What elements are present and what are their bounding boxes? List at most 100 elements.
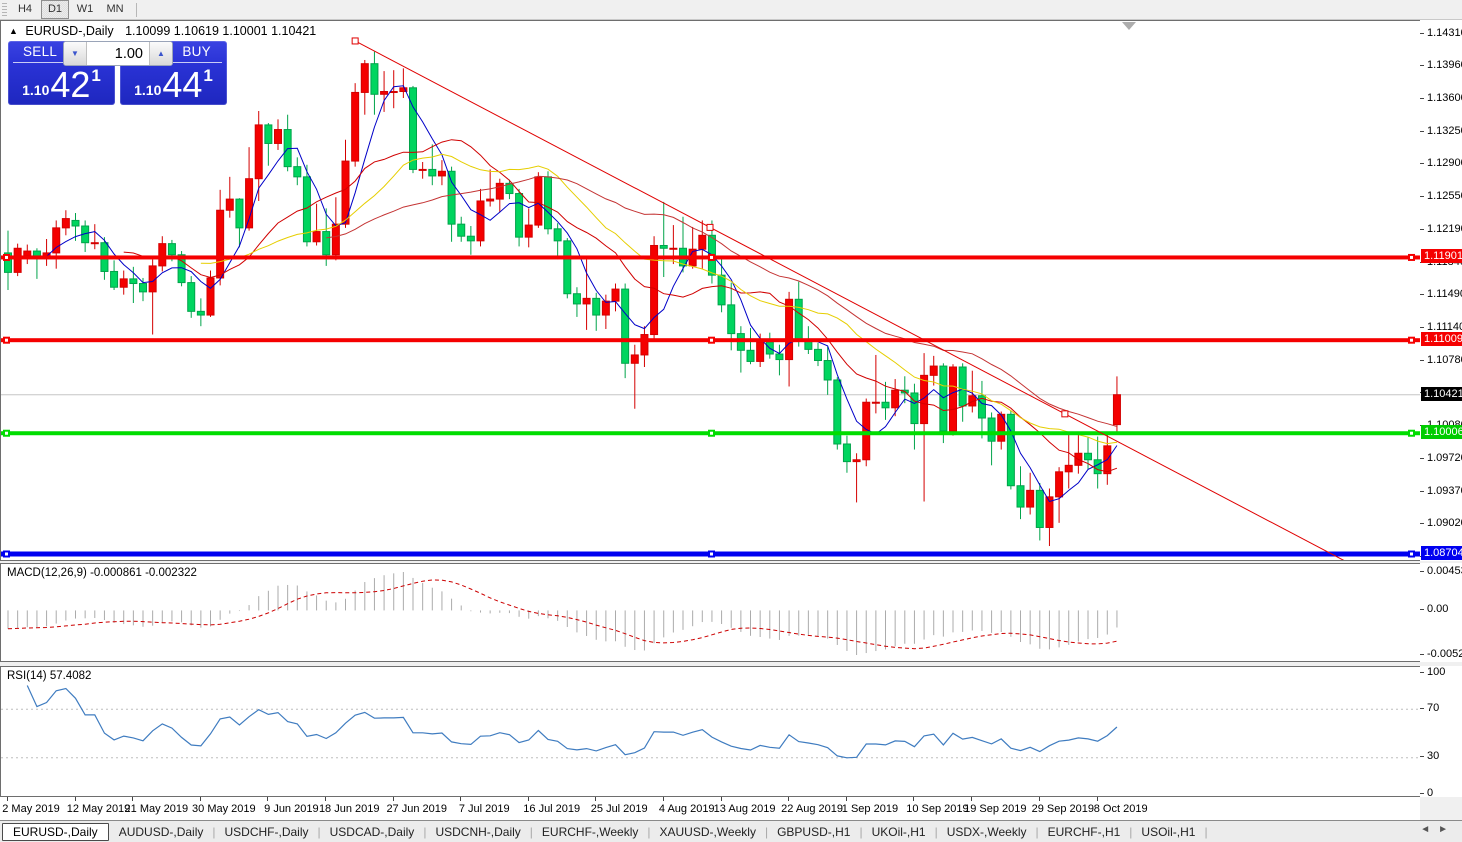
rsi-chart[interactable] <box>1 667 1420 796</box>
timeframe-button-d1[interactable]: D1 <box>41 0 69 19</box>
rsi-value: 57.4082 <box>49 670 92 682</box>
tab-separator: | <box>1035 825 1039 839</box>
price-chart-panel[interactable] <box>0 20 1421 561</box>
date-axis-label: 9 Jun 2019 <box>264 803 319 815</box>
date-tick <box>788 797 790 801</box>
chart-tab-usdchf-daily[interactable]: USDCHF-,Daily <box>224 825 309 839</box>
volume-input[interactable] <box>87 42 149 65</box>
price-axis-label-tick <box>1420 458 1424 460</box>
chart-tab-eurusd-daily[interactable]: EURUSD-,Daily <box>2 823 109 841</box>
macd-axis: 0.004536 0.00 -0.005205 <box>1420 563 1462 662</box>
timeframe-button-mn[interactable]: MN <box>106 3 124 15</box>
rsi-axis-0-tick <box>1420 792 1424 794</box>
chart-tab-usoil-h1[interactable]: USOil-,H1 <box>1141 825 1196 839</box>
rsi-axis-100-tick <box>1420 671 1424 673</box>
volume-decrease-button[interactable]: ▼ <box>64 42 87 65</box>
candlestick-chart[interactable] <box>1 21 1420 560</box>
tab-separator: | <box>1204 825 1208 839</box>
chart-tab-gbpusd-h1[interactable]: GBPUSD-,H1 <box>777 825 851 839</box>
rsi-axis-30: 30 <box>1427 750 1440 763</box>
price-axis-label: 1.12550 <box>1427 189 1462 202</box>
date-tick <box>845 797 847 801</box>
date-tick <box>7 797 8 801</box>
price-axis[interactable]: 1.14310 1.13960 1.13600 1.13250 1.12900 1.125… <box>1420 20 1462 562</box>
sell-price[interactable]: 1.10 42 1 <box>8 62 115 104</box>
tab-scroll-arrows[interactable]: ◄► <box>1420 824 1456 835</box>
price-axis-label: 1.13600 <box>1427 92 1462 105</box>
chart-tab-xauusd-weekly[interactable]: XAUUSD-,Weekly <box>659 825 756 839</box>
timeframe-button-w1[interactable]: W1 <box>76 3 94 15</box>
chart-tab-eurchf-weekly[interactable]: EURCHF-,Weekly <box>541 825 639 839</box>
price-axis-label: 1.11140 <box>1427 320 1462 333</box>
sell-button[interactable]: SELL <box>23 44 58 59</box>
macd-axis-zero: 0.00 <box>1427 602 1449 615</box>
price-badge-1.08704: 1.08704 <box>1421 546 1462 560</box>
macd-axis-min: -0.005205 <box>1427 647 1462 660</box>
chart-tab-ukoil-h1[interactable]: UKOil-,H1 <box>871 825 926 839</box>
buy-button[interactable]: BUY <box>182 44 211 59</box>
rsi-axis-70: 70 <box>1427 701 1440 714</box>
price-axis-label: 1.10780 <box>1427 353 1462 366</box>
date-axis-label: 1 Sep 2019 <box>841 803 899 815</box>
date-axis-label: 8 Oct 2019 <box>1093 803 1148 815</box>
volume-control: ▼ ▲ <box>63 41 173 66</box>
price-badge-1.10006: 1.10006 <box>1421 425 1462 440</box>
date-tick <box>132 797 134 801</box>
price-axis-label: 1.11490 <box>1427 288 1462 301</box>
macd-axis-zero-tick <box>1420 608 1424 610</box>
price-axis-label-tick <box>1420 229 1424 231</box>
chart-tab-audusd-daily[interactable]: AUDUSD-,Daily <box>118 825 204 839</box>
volume-increase-button[interactable]: ▲ <box>149 42 172 65</box>
price-axis-label: 1.13250 <box>1427 124 1462 137</box>
tab-separator: | <box>423 825 427 839</box>
date-tick <box>74 797 76 801</box>
tabs-host: EURUSD-,Daily AUDUSD-,Daily | USDCHF-,Daily… <box>0 823 1209 841</box>
date-axis-label: 27 Jun 2019 <box>386 803 447 815</box>
timeframe-toolbar: H4 D1 W1 MN <box>0 0 1462 20</box>
chart-tab-eurchf-h1[interactable]: EURCHF-,H1 <box>1047 825 1121 839</box>
macd-chart[interactable] <box>1 564 1420 661</box>
date-tick <box>595 797 597 801</box>
date-axis-label: 30 May 2019 <box>192 803 256 815</box>
date-tick <box>199 797 201 801</box>
tab-scroll-left-icon: ◄ <box>1420 824 1439 835</box>
rsi-label: RSI(14) 57.4082 <box>7 670 92 682</box>
date-axis-label: 16 Jul 2019 <box>523 803 581 815</box>
toolbar-grip-icon <box>2 3 7 16</box>
tab-separator: | <box>1129 825 1133 839</box>
chart-tab-usdcad-daily[interactable]: USDCAD-,Daily <box>329 825 415 839</box>
date-axis-label: 25 Jul 2019 <box>590 803 648 815</box>
date-axis-label: 7 Jul 2019 <box>458 803 510 815</box>
date-tick <box>720 797 722 801</box>
date-tick <box>913 797 915 801</box>
price-axis-label: 1.12900 <box>1427 157 1462 170</box>
macd-axis-max: 0.004536 <box>1427 564 1462 577</box>
date-axis-label: 10 Sep 2019 <box>906 803 969 815</box>
timeframe-button-h4[interactable]: H4 <box>17 3 33 15</box>
rsi-axis-70-tick <box>1420 707 1424 709</box>
price-axis-label: 1.09020 <box>1427 517 1462 530</box>
chart-tab-usdcnh-daily[interactable]: USDCNH-,Daily <box>435 825 521 839</box>
chart-symbol-label: EURUSD-,Daily <box>25 24 114 38</box>
rsi-axis: 100 70 30 0 <box>1420 665 1462 799</box>
price-axis-label-tick <box>1420 523 1424 525</box>
date-axis-label: 22 Aug 2019 <box>781 803 843 815</box>
price-axis-label-tick <box>1420 326 1424 328</box>
rsi-panel[interactable]: RSI(14) 57.4082 <box>0 666 1421 797</box>
date-axis[interactable]: 2 May 2019 12 May 2019 21 May 2019 30 May 2… <box>0 797 1420 820</box>
date-tick <box>460 797 462 801</box>
date-tick <box>392 797 394 801</box>
tab-separator: | <box>212 825 216 839</box>
buy-price[interactable]: 1.10 44 1 <box>120 62 227 104</box>
chart-tab-usdx-weekly[interactable]: USDX-,Weekly <box>946 825 1027 839</box>
rsi-axis-0: 0 <box>1427 786 1434 799</box>
macd-values: -0.000861 -0.002322 <box>90 567 197 579</box>
sell-header: SELL <box>8 41 115 63</box>
buy-header: BUY <box>120 41 227 63</box>
macd-panel[interactable]: MACD(12,26,9) -0.000861 -0.002322 <box>0 563 1421 662</box>
rsi-axis-100: 100 <box>1427 665 1446 678</box>
date-tick <box>662 797 664 801</box>
collapse-arrow-icon[interactable]: ▲ <box>9 26 18 36</box>
macd-axis-min-tick <box>1420 653 1424 655</box>
